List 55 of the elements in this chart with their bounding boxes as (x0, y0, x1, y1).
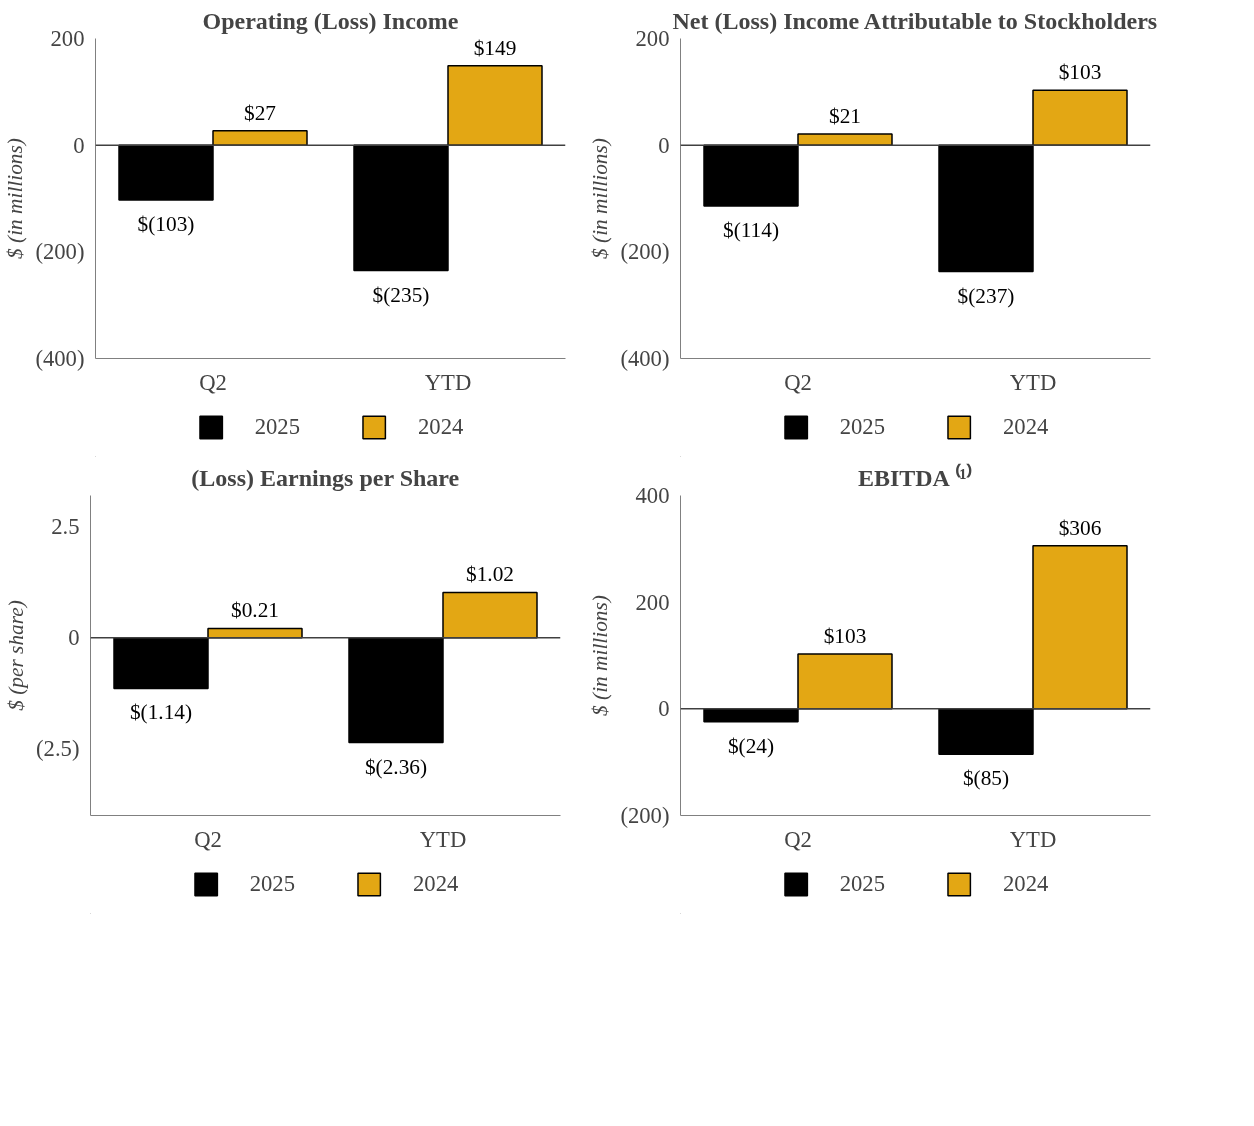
data-label: $1.02 (466, 562, 515, 587)
data-label: $306 (1058, 515, 1102, 540)
data-label: $(235) (372, 282, 430, 307)
y-axis-title: $ (in millions) (588, 595, 613, 716)
chart-title: Net (Loss) Income Attributable to Stockholders (672, 7, 1158, 34)
data-label: $103 (823, 623, 867, 648)
y-tick-label: (400) (620, 346, 670, 371)
legend-label: 2025 (249, 871, 295, 897)
legend-label: 2024 (1003, 871, 1049, 897)
legend-label: 2025 (839, 414, 885, 440)
data-label: $(237) (957, 283, 1015, 308)
x-tick-label: Q2 (784, 369, 812, 395)
chart-title: Operating (Loss) Income (202, 7, 459, 34)
legend-label: 2024 (418, 414, 464, 440)
y-tick-label: (200) (620, 239, 670, 265)
x-tick-label: Q2 (194, 826, 222, 852)
chart-title: (Loss) Earnings per Share (191, 464, 460, 491)
data-label: $149 (473, 35, 517, 60)
x-tick-label: YTD (1009, 369, 1057, 395)
x-tick-label: YTD (424, 369, 472, 395)
x-tick-label: Q2 (199, 369, 227, 395)
data-label: $103 (1058, 60, 1102, 85)
y-tick-label: (200) (620, 803, 670, 828)
y-tick-label: 2.5 (51, 514, 80, 540)
y-tick-label: 400 (635, 483, 670, 508)
legend-label: 2025 (254, 414, 300, 440)
y-axis-title: $ (per share) (4, 600, 29, 711)
data-label: $21 (829, 103, 861, 128)
data-label: $(114) (722, 217, 780, 242)
y-tick-label: (200) (35, 239, 85, 265)
data-label: $27 (244, 100, 277, 125)
x-tick-label: YTD (419, 826, 467, 852)
y-tick-label: 200 (635, 589, 670, 615)
legend-label: 2024 (413, 871, 459, 897)
y-axis-title: $ (in millions) (588, 138, 613, 259)
legend-label: 2025 (839, 871, 885, 897)
y-tick-label: (400) (35, 346, 85, 371)
y-tick-label: (2.5) (36, 736, 80, 762)
data-label: $(1.14) (129, 700, 193, 725)
data-label: $(85) (962, 766, 1010, 791)
data-label: $(24) (727, 733, 775, 758)
y-axis-title: $ (in millions) (3, 138, 28, 259)
data-label: $(2.36) (364, 754, 428, 779)
x-tick-label: YTD (1009, 826, 1057, 852)
y-tick-label: 0 (658, 132, 670, 158)
chart-title: EBITDA ⁽¹⁾ (857, 462, 972, 491)
data-label: $0.21 (231, 598, 280, 623)
y-tick-label: 0 (73, 132, 85, 158)
y-tick-label: 0 (68, 625, 80, 651)
y-tick-label: 200 (635, 26, 670, 51)
data-label: $(103) (137, 212, 195, 237)
y-tick-label: 0 (658, 696, 670, 722)
y-tick-label: 200 (50, 26, 85, 51)
legend-label: 2024 (1003, 414, 1049, 440)
x-tick-label: Q2 (784, 826, 812, 852)
